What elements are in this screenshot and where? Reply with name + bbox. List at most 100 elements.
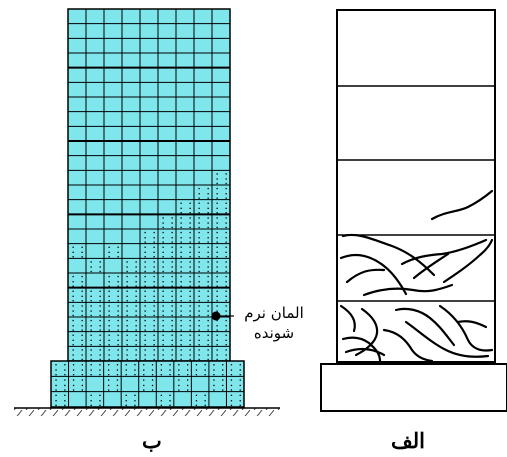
softening-dot [81, 300, 83, 302]
softening-dot [99, 305, 101, 307]
softening-dot [99, 261, 101, 263]
softening-dot [216, 305, 218, 307]
softening-dot [216, 295, 218, 297]
softening-dot [204, 374, 206, 376]
softening-dot [134, 369, 136, 371]
softening-dot [180, 256, 182, 258]
softening-dot [225, 334, 227, 336]
softening-dot [204, 369, 206, 371]
softening-dot [90, 364, 92, 366]
softening-dot [135, 358, 137, 361]
softening-dot [162, 334, 164, 336]
softening-dot [187, 369, 189, 371]
softening-dot [207, 256, 209, 258]
softening-dot [55, 394, 57, 396]
softening-dot [162, 217, 164, 219]
softening-dot [187, 389, 189, 391]
softening-dot [126, 329, 128, 331]
softening-dot [81, 290, 83, 292]
softening-dot [144, 266, 146, 268]
softening-dot [207, 295, 209, 297]
softening-dot [189, 212, 191, 214]
softening-dot [144, 281, 146, 283]
softening-dot [213, 384, 215, 387]
softening-dot [55, 369, 57, 371]
softening-dot [108, 334, 110, 336]
softening-dot [117, 339, 119, 341]
softening-dot [126, 334, 128, 336]
softening-dot [171, 314, 173, 317]
softening-dot [225, 178, 227, 180]
softening-dot [153, 256, 155, 258]
softening-dot [198, 202, 200, 204]
softening-dot [216, 349, 218, 351]
softening-dot [108, 374, 110, 376]
softening-dot [153, 305, 155, 307]
softening-dot [125, 400, 127, 402]
softening-dot [117, 290, 119, 292]
softening-dot [230, 374, 233, 376]
softening-dot [171, 256, 173, 258]
softening-dot [55, 389, 57, 391]
softening-dot [198, 281, 200, 283]
softening-dot [225, 217, 227, 219]
softening-dot [180, 241, 182, 243]
softening-dot [225, 358, 227, 361]
softening-dot [198, 193, 200, 195]
softening-dot [187, 379, 189, 381]
softening-dot [162, 281, 164, 283]
softening-dot [171, 295, 173, 297]
softening-dot [81, 275, 83, 278]
softening-dot [126, 305, 128, 307]
softening-dot [144, 237, 146, 239]
softening-dot [204, 394, 206, 396]
softening-dot [153, 310, 155, 312]
softening-dot [117, 354, 119, 356]
softening-dot [117, 349, 119, 351]
softening-dot [207, 354, 209, 356]
softening-dot [216, 178, 218, 180]
softening-dot [144, 231, 146, 234]
softening-dot [81, 339, 83, 341]
softening-dot [64, 364, 66, 366]
softening-dot [207, 187, 209, 190]
softening-dot [125, 374, 127, 376]
softening-dot [81, 305, 83, 307]
softening-dot [162, 325, 164, 327]
softening-dot [198, 226, 200, 229]
softening-dot [72, 305, 74, 307]
softening-dot [216, 329, 218, 331]
softening-dot [216, 217, 218, 219]
softening-dot [207, 212, 209, 214]
softening-dot [180, 266, 182, 268]
softening-dot [90, 358, 92, 361]
softening-dot [108, 358, 110, 361]
softening-dot [207, 197, 209, 199]
softening-dot [198, 266, 200, 268]
softening-dot [169, 404, 171, 406]
softening-dot [216, 275, 218, 278]
softening-dot [144, 358, 146, 361]
softening-dot [207, 344, 209, 346]
softening-dot [99, 364, 101, 366]
softening-dot [189, 207, 191, 209]
softening-dot [230, 384, 233, 387]
softening-dot [187, 364, 189, 366]
softening-dot [180, 349, 182, 351]
softening-dot [189, 222, 191, 224]
softening-dot [153, 285, 155, 287]
softening-dot [180, 310, 182, 312]
softening-dot [55, 384, 57, 387]
softening-dot [216, 202, 218, 204]
softening-dot [230, 389, 233, 391]
softening-dot [171, 281, 173, 283]
softening-dot [198, 344, 200, 346]
softening-dot [64, 384, 66, 387]
softening-dot [171, 334, 173, 336]
softening-dot [108, 310, 110, 312]
softening-dot [198, 256, 200, 258]
softening-dot [216, 212, 218, 214]
softening-dot [189, 329, 191, 331]
softening-dot [99, 270, 101, 273]
softening-dot [216, 251, 218, 253]
